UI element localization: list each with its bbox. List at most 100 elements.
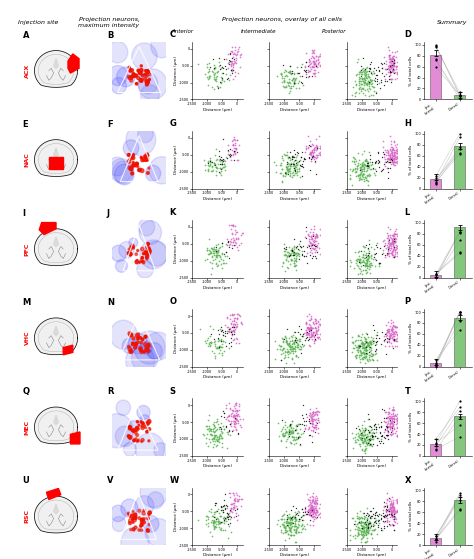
Point — [384, 151, 392, 160]
Point — [292, 266, 300, 275]
Point — [355, 156, 362, 165]
Point — [309, 240, 317, 249]
Point — [385, 242, 392, 251]
Point — [210, 523, 218, 532]
Point — [381, 238, 389, 247]
Circle shape — [131, 75, 133, 78]
Point — [230, 410, 238, 419]
Point — [365, 528, 372, 537]
Point — [219, 155, 226, 164]
Point — [359, 517, 366, 526]
Point — [302, 65, 310, 74]
Point — [287, 438, 295, 447]
Point — [364, 527, 372, 536]
Point — [389, 406, 397, 415]
Point — [208, 263, 215, 272]
Point — [365, 340, 373, 349]
Point — [381, 162, 389, 170]
Point — [289, 514, 296, 523]
Point — [363, 74, 370, 83]
Point — [306, 324, 314, 333]
Point — [221, 166, 229, 175]
Point — [313, 141, 321, 150]
Point — [370, 526, 378, 535]
Point — [356, 340, 364, 349]
Point — [389, 235, 396, 244]
Point — [371, 419, 378, 428]
Point — [234, 504, 241, 513]
Point — [358, 167, 366, 176]
Point — [456, 316, 464, 325]
Point — [368, 160, 376, 169]
Point — [290, 244, 298, 253]
Point — [298, 162, 305, 171]
Point — [383, 250, 391, 259]
Point — [290, 328, 298, 337]
Point — [356, 434, 364, 443]
Point — [280, 240, 287, 249]
Point — [379, 153, 386, 162]
Point — [304, 61, 312, 70]
Point — [301, 63, 309, 72]
Point — [365, 259, 373, 268]
Point — [293, 421, 301, 430]
Point — [279, 521, 287, 530]
Point — [284, 68, 292, 77]
Point — [292, 519, 299, 528]
Point — [354, 171, 361, 180]
Circle shape — [140, 522, 143, 524]
Point — [390, 64, 397, 73]
Point — [309, 512, 317, 521]
Point — [380, 136, 387, 145]
Point — [391, 153, 399, 162]
Point — [232, 230, 239, 239]
Point — [203, 511, 211, 520]
Point — [358, 329, 365, 338]
Point — [218, 334, 225, 343]
Point — [295, 519, 302, 528]
Point — [352, 516, 359, 525]
Point — [223, 153, 230, 162]
Point — [432, 179, 439, 188]
Point — [202, 433, 210, 442]
Point — [287, 428, 295, 437]
Point — [389, 420, 397, 429]
Point — [213, 436, 220, 445]
Point — [230, 413, 237, 422]
Text: Posterior: Posterior — [322, 29, 346, 34]
Point — [234, 418, 242, 427]
Point — [384, 327, 392, 336]
Circle shape — [137, 166, 139, 168]
Circle shape — [135, 164, 137, 167]
Point — [299, 414, 307, 423]
Point — [354, 347, 362, 356]
Point — [372, 240, 380, 249]
Point — [363, 425, 370, 434]
Point — [356, 173, 363, 182]
Point — [294, 528, 301, 537]
Point — [360, 160, 367, 169]
Point — [366, 356, 374, 364]
Point — [384, 149, 392, 158]
Point — [219, 518, 226, 527]
Point — [364, 425, 372, 434]
Point — [282, 82, 289, 91]
Point — [225, 254, 232, 263]
Point — [359, 169, 367, 178]
Point — [357, 168, 365, 177]
Point — [390, 329, 397, 338]
Point — [308, 61, 316, 70]
Point — [362, 240, 370, 249]
Point — [290, 339, 297, 348]
Point — [383, 243, 390, 252]
Point — [229, 140, 237, 149]
Point — [367, 161, 374, 170]
Point — [226, 153, 234, 162]
Point — [233, 314, 240, 323]
Point — [232, 411, 240, 420]
Point — [214, 516, 221, 525]
Point — [228, 47, 235, 56]
Point — [359, 343, 366, 352]
Point — [230, 54, 238, 63]
Point — [366, 154, 374, 163]
